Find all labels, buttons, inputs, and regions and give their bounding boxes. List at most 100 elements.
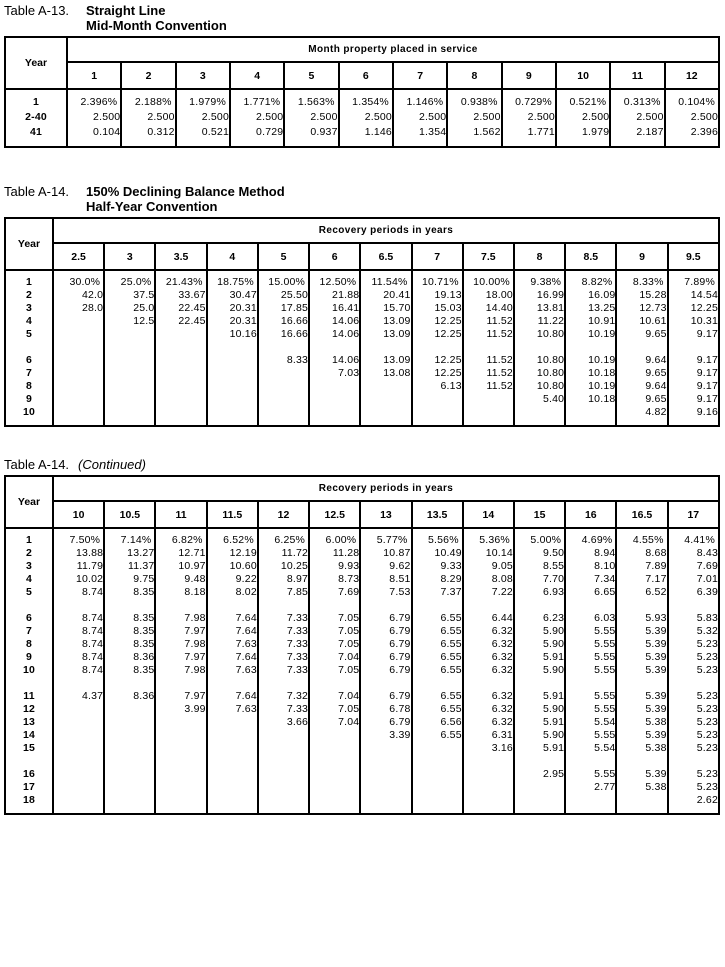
value-cell: 8.74: [51, 638, 106, 651]
value-cell: [154, 354, 208, 367]
row-year: 7: [4, 625, 54, 638]
value-cell: 3.66: [256, 716, 311, 729]
value-cell: 20.31: [205, 302, 259, 315]
value-cell: [103, 768, 157, 781]
value-cell: 12.25: [410, 367, 464, 380]
column-header: 8: [512, 242, 567, 271]
value-cell: 6.32: [461, 625, 515, 638]
column-header: 12.5: [308, 500, 362, 529]
value-cell: [256, 768, 311, 781]
value-cell: 9.50: [512, 547, 567, 560]
year-column-header: Year: [4, 475, 54, 529]
value-cell: 6.55: [410, 638, 464, 651]
value-cell: [205, 677, 259, 690]
value-cell: 9.65: [615, 367, 669, 380]
value-cell: [359, 781, 413, 794]
value-cell: [205, 729, 259, 742]
value-cell: [205, 716, 259, 729]
value-cell: 8.82%: [564, 270, 618, 289]
value-cell: [410, 393, 464, 406]
value-cell: [51, 729, 106, 742]
row-year: 3: [4, 302, 54, 315]
value-cell: 8.35: [103, 612, 157, 625]
value-cell: 4.69%: [564, 528, 618, 547]
value-cell: [103, 328, 157, 341]
value-cell: [205, 755, 259, 768]
value-cell: [205, 768, 259, 781]
value-cell: 15.70: [359, 302, 413, 315]
value-cell: 7.69: [666, 560, 721, 573]
value-cell: 7.33: [256, 638, 311, 651]
value-cell: [103, 599, 157, 612]
value-cell: 8.36: [103, 651, 157, 664]
table-row: 18 2.62: [4, 794, 721, 814]
value-cell: 6.79: [359, 638, 413, 651]
value-cell: 13.09: [359, 328, 413, 341]
value-cell: [256, 393, 311, 406]
value-cell: 30.0%: [51, 270, 106, 289]
table-row: 6 8.33 14.06 13.09 12.25 11.52 10.80 10.19 9.64 9…: [4, 354, 721, 367]
value-cell: 14.54: [666, 289, 721, 302]
value-cell: 5.39: [615, 729, 669, 742]
value-cell: 9.65: [615, 328, 669, 341]
value-cell: 13.08: [359, 367, 413, 380]
value-cell: [256, 367, 311, 380]
value-cell: 1.562: [446, 125, 503, 147]
value-cell: 7.97: [154, 625, 208, 638]
value-cell: 7.34: [564, 573, 618, 586]
value-cell: [51, 781, 106, 794]
value-cell: 7.05: [308, 612, 362, 625]
value-cell: 7.69: [308, 586, 362, 599]
value-cell: 7.05: [308, 638, 362, 651]
value-cell: [256, 599, 311, 612]
value-cell: 9.38%: [512, 270, 567, 289]
column-header: 9: [500, 61, 557, 90]
value-cell: 42.0: [51, 289, 106, 302]
row-year: 9: [4, 651, 54, 664]
value-cell: 5.39: [615, 664, 669, 677]
value-cell: 5.56%: [410, 528, 464, 547]
value-cell: 1.979: [554, 125, 612, 147]
value-cell: 33.67: [154, 289, 208, 302]
value-cell: 13.88: [51, 547, 106, 560]
value-cell: [564, 677, 618, 690]
value-cell: 10.00%: [461, 270, 515, 289]
value-cell: 6.56: [410, 716, 464, 729]
value-cell: 12.25: [666, 302, 721, 315]
value-cell: 7.70: [512, 573, 567, 586]
value-cell: 10.25: [256, 560, 311, 573]
value-cell: [154, 341, 208, 354]
value-cell: [205, 781, 259, 794]
value-cell: 7.98: [154, 638, 208, 651]
value-cell: 2.396: [663, 125, 721, 147]
value-cell: 5.55: [564, 729, 618, 742]
value-cell: [461, 677, 515, 690]
table-row: 8 8.74 8.35 7.98 7.63 7.33 7.05 6.79 6.55 6.32 5.9…: [4, 638, 721, 651]
table-a13-title: Table A-13. Straight Line Mid-Month Conv…: [4, 3, 721, 33]
table-a13: Year Month property placed in service 1 2 3 4…: [4, 36, 721, 148]
value-cell: [154, 794, 208, 814]
column-header: 14: [461, 500, 515, 529]
row-year: 13: [4, 716, 54, 729]
value-cell: [512, 677, 567, 690]
value-cell: 25.50: [256, 289, 311, 302]
table-row: 10 4.82 9.16: [4, 406, 721, 426]
value-cell: [615, 341, 669, 354]
spacer-row: [4, 599, 721, 612]
table-a14-continued-title: Table A-14. (Continued): [4, 457, 721, 472]
value-cell: [666, 677, 721, 690]
column-header: 11: [609, 61, 666, 90]
table-row: 17 2.77 5.38 5.23: [4, 781, 721, 794]
value-cell: 6.55: [410, 729, 464, 742]
value-cell: 2.77: [564, 781, 618, 794]
value-cell: [512, 406, 567, 426]
value-cell: [564, 755, 618, 768]
value-cell: [51, 315, 106, 328]
value-cell: 15.28: [615, 289, 669, 302]
value-cell: 7.05: [308, 664, 362, 677]
value-cell: [461, 599, 515, 612]
value-cell: [308, 768, 362, 781]
value-cell: 9.16: [666, 406, 721, 426]
table-a13-name-line2: Mid-Month Convention: [86, 18, 227, 33]
table-row: 2 42.0 37.5 33.67 30.47 25.50 21.88 20.41 19.13 1…: [4, 289, 721, 302]
